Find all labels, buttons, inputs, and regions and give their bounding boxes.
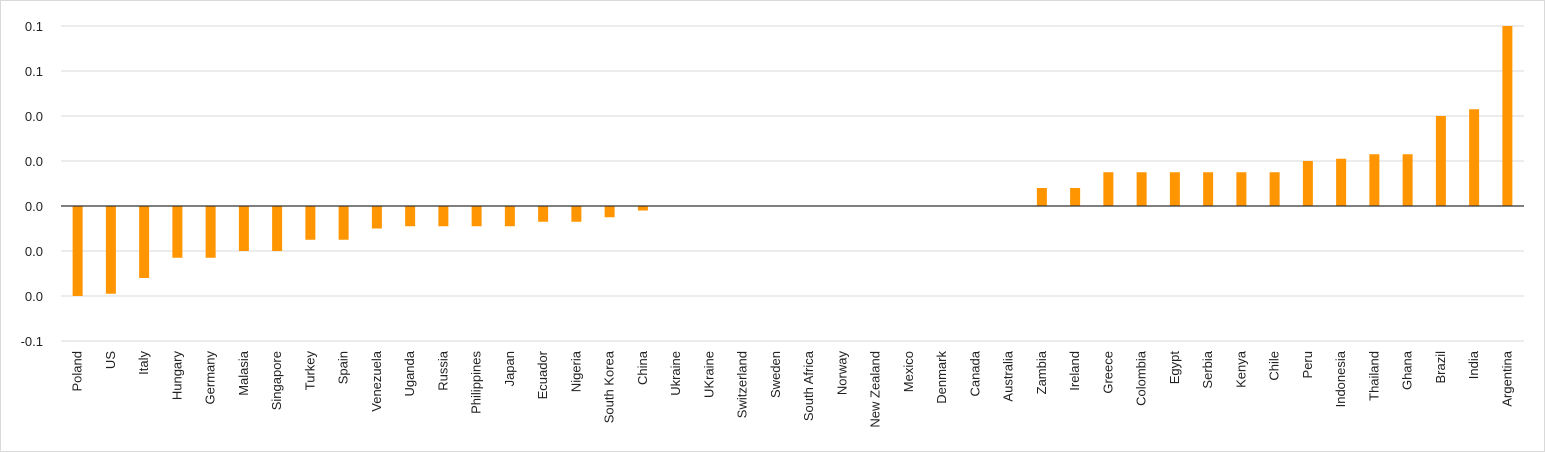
y-tick-label: 0.0 [25,109,43,124]
bar [438,206,449,227]
y-tick-label: 0.0 [25,244,43,259]
bar [1203,172,1214,206]
bar [405,206,416,227]
x-tick-label: Germany [203,351,218,405]
bar [571,206,582,222]
x-tick-label: Japan [502,351,517,386]
bar [1036,188,1047,206]
y-tick-label: 0.0 [25,154,43,169]
bar [305,206,316,240]
x-tick-label: US [103,351,118,369]
bar [1269,172,1280,206]
x-tick-label: China [635,350,650,385]
x-tick-label: Denmark [934,351,949,404]
bar [471,206,482,227]
x-tick-label: Venezuela [369,350,384,411]
x-tick-label: Zambia [1034,350,1049,394]
bars [72,26,1513,296]
x-tick-label: Ukraine [668,351,683,396]
x-tick-label: Chile [1267,351,1282,381]
x-tick-label: Philippines [469,351,484,414]
y-tick-label: -0.1 [21,334,43,349]
bar [604,206,615,218]
x-tick-label: Poland [70,351,85,391]
bar [205,206,216,258]
x-tick-label: Kenya [1233,350,1248,388]
x-tick-label: Hungary [169,351,184,401]
bar [139,206,150,278]
bar [1070,188,1081,206]
bar [1169,172,1180,206]
x-tick-label: Singapore [269,351,284,410]
bar [1469,109,1480,206]
bar [1236,172,1247,206]
x-tick-label: Malasia [236,350,251,396]
x-tick-label: Indonesia [1333,350,1348,407]
bar [338,206,349,240]
bar [238,206,249,251]
y-tick-label: 0.1 [25,19,43,34]
x-axis-ticks: Poland US Italy Hungary Germany Malasia Singap… [70,350,1515,427]
x-tick-label: Serbia [1200,350,1215,388]
x-tick-label: Brazil [1433,351,1448,384]
y-tick-label: 0.0 [25,199,43,214]
x-tick-label: Turkey [302,351,317,391]
x-tick-label: Argentina [1499,350,1514,406]
bar [1336,158,1347,206]
x-tick-label: Australia [1001,350,1016,401]
x-tick-label: Italy [136,351,151,375]
bar [637,206,648,211]
x-tick-label: Peru [1300,351,1315,378]
x-tick-label: Ireland [1067,351,1082,391]
x-tick-label: Norway [834,351,849,396]
bar [1369,154,1380,206]
bar [1402,154,1413,206]
x-tick-label: Mexico [901,351,916,392]
bar [1136,172,1147,206]
bar [1435,116,1446,206]
x-tick-label: Ghana [1400,350,1415,390]
bar [1103,172,1114,206]
bar [1302,161,1313,206]
x-tick-label: Spain [336,351,351,384]
y-tick-label: 0.0 [25,289,43,304]
bar [371,206,382,229]
bar [272,206,283,251]
x-tick-label: Thailand [1366,351,1381,401]
bar [1502,26,1513,206]
x-tick-label: Ecuador [535,350,550,399]
x-tick-label: Canada [967,350,982,396]
bar [105,206,116,294]
bar [172,206,183,258]
x-tick-label: UKraine [701,351,716,398]
x-tick-label: Egypt [1167,351,1182,385]
x-tick-label: Switzerland [735,351,750,418]
x-tick-label: Colombia [1134,350,1149,406]
x-tick-label: India [1466,350,1481,379]
x-tick-label: South Korea [602,350,617,423]
x-tick-label: Nigeria [568,350,583,392]
y-axis-ticks: -0.1 0.0 0.0 0.0 0.0 0.0 0.1 0.1 [21,19,43,349]
bar [538,206,549,222]
x-tick-label: Russia [435,350,450,391]
x-tick-label: New Zealand [868,351,883,428]
x-tick-label: Uganda [402,350,417,396]
y-tick-label: 0.1 [25,64,43,79]
x-tick-label: Sweden [768,351,783,398]
x-tick-label: South Africa [801,350,816,421]
x-tick-label: Greece [1100,351,1115,394]
bar [504,206,515,227]
bar [72,206,83,296]
